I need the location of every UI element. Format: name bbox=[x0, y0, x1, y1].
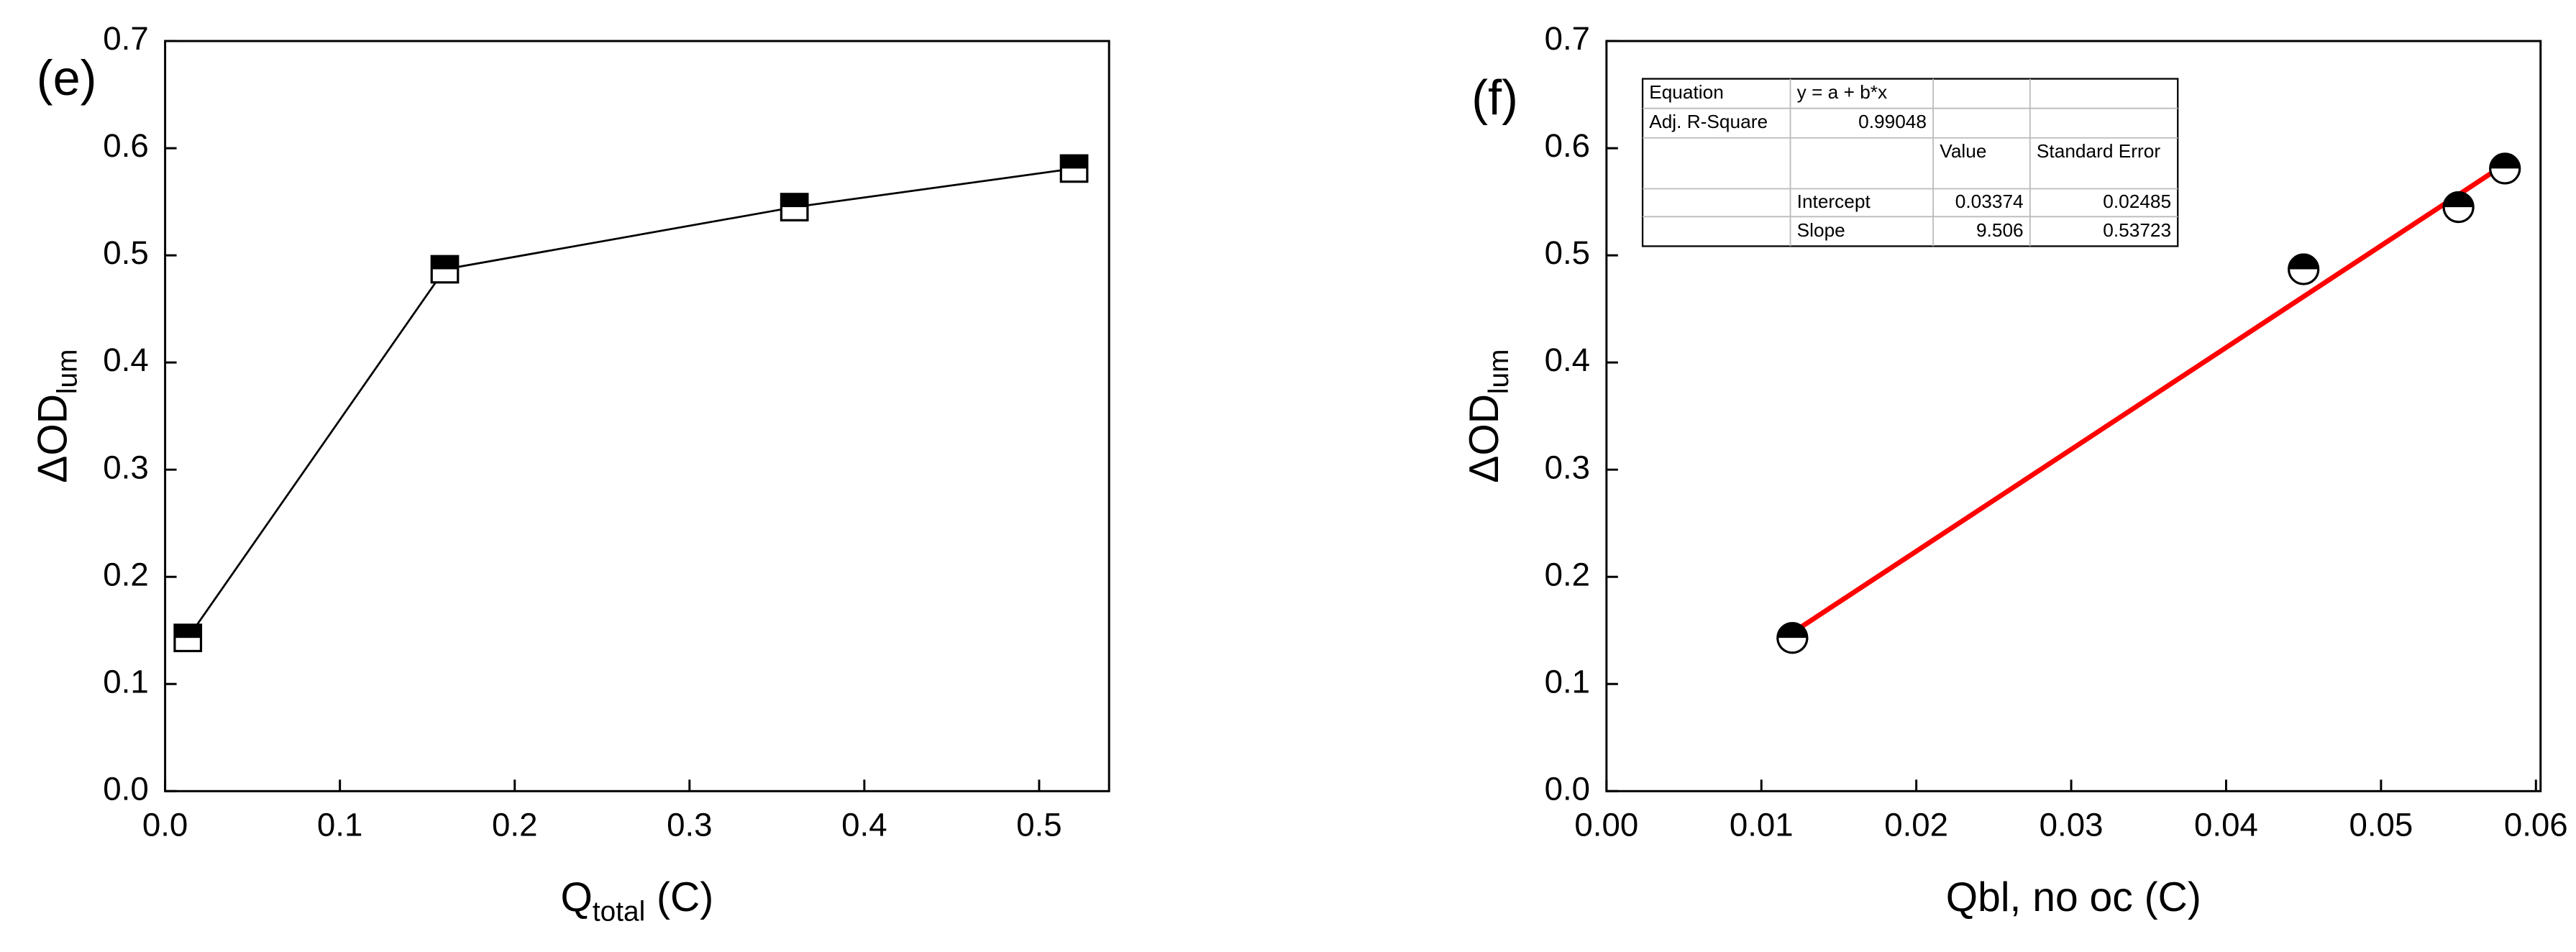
x-tick-label: 0.02 bbox=[1884, 807, 1948, 843]
y-tick-label: 0.0 bbox=[103, 770, 148, 807]
table-cell: 0.03374 bbox=[1955, 191, 2024, 212]
table-cell: y = a + b*x bbox=[1797, 81, 1887, 103]
x-tick-label: 0.0 bbox=[142, 807, 188, 843]
x-tick-label: 0.06 bbox=[2504, 807, 2568, 843]
table-cell: 0.02485 bbox=[2103, 191, 2171, 212]
data-marker bbox=[2288, 253, 2320, 285]
table-cell: Intercept bbox=[1797, 191, 1871, 212]
y-tick-label: 0.5 bbox=[103, 234, 148, 271]
y-tick-label: 0.6 bbox=[1545, 127, 1590, 164]
fit-line bbox=[1791, 162, 2507, 635]
axis-label-main: ΔOD bbox=[1461, 394, 1507, 483]
y-tick-label: 0.1 bbox=[1545, 663, 1590, 700]
data-marker bbox=[173, 623, 203, 653]
table-cell: Slope bbox=[1797, 219, 1845, 241]
x-tick-label: 0.4 bbox=[841, 807, 887, 843]
data-marker bbox=[2442, 191, 2475, 224]
x-tick-label: 0.00 bbox=[1574, 807, 1638, 843]
y-tick-label: 0.4 bbox=[1545, 342, 1590, 378]
axis-label: Qtotal (C) bbox=[561, 874, 714, 928]
series-line bbox=[187, 168, 1074, 639]
y-tick-label: 0.7 bbox=[103, 20, 148, 57]
table-cell: Equation bbox=[1649, 81, 1724, 103]
x-tick-label: 0.01 bbox=[1730, 807, 1794, 843]
marker-fill bbox=[431, 256, 458, 270]
y-tick-label: 0.2 bbox=[1545, 556, 1590, 592]
x-tick-label: 0.03 bbox=[2040, 807, 2104, 843]
table-cell: Standard Error bbox=[2037, 140, 2160, 162]
marker-fill bbox=[2288, 254, 2319, 270]
plot-frame bbox=[1605, 40, 2542, 792]
y-tick-label: 0.2 bbox=[103, 556, 148, 592]
y-tick-label: 0.6 bbox=[103, 127, 148, 164]
axis-label-main: Qbl, no oc (C) bbox=[1946, 874, 2201, 920]
data-marker bbox=[430, 255, 460, 284]
y-tick-label: 0.3 bbox=[1545, 449, 1590, 485]
y-tick-label: 0.1 bbox=[103, 663, 148, 700]
panel-label: (e) bbox=[37, 50, 97, 106]
marker-fill bbox=[1061, 155, 1087, 169]
axis-label: ΔODlum bbox=[30, 349, 83, 483]
y-tick-label: 0.5 bbox=[1545, 234, 1590, 271]
y-tick-label: 0.7 bbox=[1545, 20, 1590, 57]
data-marker bbox=[1059, 154, 1089, 183]
marker-fill bbox=[174, 624, 201, 639]
x-tick-label: 0.1 bbox=[317, 807, 362, 843]
y-tick-label: 0.4 bbox=[103, 342, 148, 378]
plot-frame bbox=[164, 40, 1110, 792]
axis-label-suffix: (C) bbox=[645, 874, 713, 920]
axis-label: Qbl, no oc (C) bbox=[1946, 874, 2201, 920]
x-tick-label: 0.5 bbox=[1016, 807, 1061, 843]
x-tick-label: 0.05 bbox=[2349, 807, 2413, 843]
axis-label-sub: lum bbox=[1484, 349, 1515, 395]
marker-fill bbox=[2444, 192, 2474, 208]
axis-label-main: Q bbox=[561, 874, 593, 920]
y-tick-label: 0.3 bbox=[103, 449, 148, 485]
axis-label-sub: total bbox=[593, 897, 645, 928]
data-marker bbox=[1776, 622, 1809, 654]
y-tick-label: 0.0 bbox=[1545, 770, 1590, 807]
marker-fill bbox=[2490, 153, 2520, 169]
axis-label: ΔODlum bbox=[1461, 349, 1515, 483]
x-tick-label: 0.04 bbox=[2194, 807, 2258, 843]
x-tick-label: 0.3 bbox=[667, 807, 712, 843]
table-cell: Adj. R-Square bbox=[1649, 111, 1768, 132]
table-cell: Value bbox=[1940, 140, 1986, 162]
table-cell: 0.99048 bbox=[1858, 111, 1927, 132]
axis-label-sub: lum bbox=[52, 349, 83, 395]
table-cell: 9.506 bbox=[1976, 219, 2024, 241]
marker-fill bbox=[781, 193, 808, 208]
x-tick-label: 0.2 bbox=[492, 807, 537, 843]
panel-label: (f) bbox=[1471, 70, 1518, 126]
fit-table-frame bbox=[1641, 78, 2179, 247]
data-marker bbox=[780, 193, 809, 221]
table-cell: 0.53723 bbox=[2103, 219, 2171, 241]
data-marker bbox=[2489, 152, 2521, 185]
axis-label-main: ΔOD bbox=[30, 394, 76, 483]
marker-fill bbox=[1777, 623, 1807, 639]
